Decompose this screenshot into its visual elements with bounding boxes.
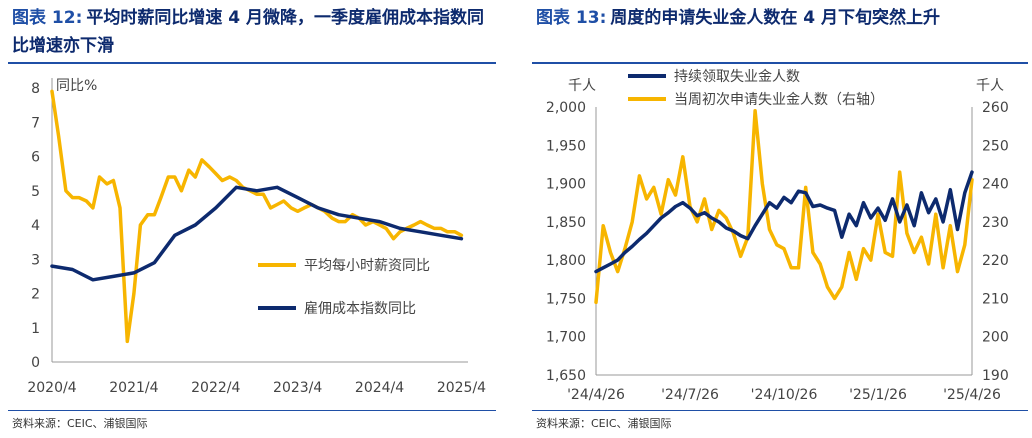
- right-y-tick-label: 230: [982, 215, 1009, 231]
- x-tick-label: 2024/4: [355, 380, 404, 396]
- eci-series-line: [50, 185, 464, 282]
- figure-12-title-text: 平均时薪同比增速 4 月微降，一季度雇佣成本指数同比增速亦下滑: [12, 8, 485, 56]
- title-divider: [8, 62, 496, 64]
- initial-claims-series-line: [594, 109, 974, 305]
- left-y-tick-label: 2,000: [546, 100, 586, 116]
- right-y-tick-label: 210: [982, 291, 1009, 307]
- figure-12-source: 资料来源：CEIC、浦银国际: [12, 417, 148, 430]
- left-y-tick-label: 1,900: [546, 177, 586, 193]
- y-tick-label: 3: [31, 252, 40, 268]
- y-tick-label: 4: [31, 218, 40, 234]
- figure-12-panel: 图表 12: 平均时薪同比增速 4 月微降，一季度雇佣成本指数同比增速亦下滑 0 1…: [0, 0, 500, 438]
- figure-13-label: 图表 13:: [536, 8, 607, 28]
- figure-13-source: 资料来源：CEIC、浦银国际: [536, 417, 672, 430]
- legend-label: 当周初次申请失业金人数（右轴）: [674, 91, 884, 108]
- source-divider: [532, 410, 1028, 411]
- source-divider: [8, 410, 496, 411]
- figure-13-title-text: 周度的申请失业金人数在 4 月下旬突然上升: [610, 8, 941, 28]
- continuing-claims-series-line: [594, 170, 974, 274]
- left-y-tick-label: 1,750: [546, 291, 586, 307]
- left-y-tick-label: 1,800: [546, 253, 586, 269]
- x-tick-label: 2020/4: [27, 380, 76, 396]
- wage-growth-series-line: [50, 89, 464, 344]
- right-y-axis-unit: 千人: [976, 78, 1004, 94]
- figure-12-label: 图表 12:: [12, 8, 83, 28]
- left-y-tick-label: 1,850: [546, 215, 586, 231]
- x-tick-label: '24/7/26: [661, 387, 719, 403]
- left-y-tick-label: 1,650: [546, 368, 586, 384]
- legend-label: 持续领取失业金人数: [674, 68, 800, 85]
- y-axis-label: 同比%: [56, 78, 97, 94]
- right-y-tick-label: 240: [982, 177, 1009, 193]
- y-tick-label: 7: [31, 115, 40, 131]
- figure-13-title: 图表 13: 周度的申请失业金人数在 4 月下旬突然上升: [536, 4, 1016, 32]
- legend-label: 平均每小时薪资同比: [304, 258, 430, 274]
- x-tick-label: 2021/4: [109, 380, 158, 396]
- x-tick-label: '25/1/26: [849, 387, 907, 403]
- left-y-axis-unit: 千人: [568, 78, 596, 94]
- legend-label: 雇佣成本指数同比: [304, 300, 416, 317]
- left-y-tick-label: 1,950: [546, 138, 586, 154]
- right-y-tick-label: 200: [982, 330, 1009, 346]
- y-tick-label: 8: [31, 81, 40, 97]
- left-y-tick-label: 1,700: [546, 330, 586, 346]
- y-tick-label: 6: [31, 150, 40, 166]
- x-tick-label: '24/10/26: [751, 387, 818, 403]
- right-y-tick-label: 190: [982, 368, 1009, 384]
- right-y-tick-label: 250: [982, 138, 1009, 154]
- x-tick-label: 2025/4: [437, 380, 486, 396]
- y-tick-label: 0: [31, 355, 40, 371]
- x-tick-label: 2023/4: [273, 380, 322, 396]
- figure-12-title: 图表 12: 平均时薪同比增速 4 月微降，一季度雇佣成本指数同比增速亦下滑: [12, 4, 492, 60]
- right-y-tick-label: 260: [982, 100, 1009, 116]
- x-tick-label: 2022/4: [191, 380, 240, 396]
- x-tick-label: '25/4/26: [943, 387, 1001, 403]
- figure-13-panel: 图表 13: 周度的申请失业金人数在 4 月下旬突然上升 1,650 1,700 1,…: [524, 0, 1032, 438]
- right-y-tick-label: 220: [982, 253, 1009, 269]
- jobless-claims-chart: 1,650 1,700 1,750 1,800 1,850 1,900 1,950 2,000…: [546, 68, 1009, 403]
- x-tick-label: '24/4/26: [567, 387, 625, 403]
- wage-growth-chart: 0 1 2 3 4 5 6 7 8 2020/4 2021/4 2022/4 2023/4 2024/4 2…: [27, 78, 486, 396]
- title-divider: [532, 62, 1028, 64]
- y-tick-label: 1: [31, 321, 40, 337]
- y-tick-label: 2: [31, 287, 40, 303]
- y-tick-label: 5: [31, 184, 40, 200]
